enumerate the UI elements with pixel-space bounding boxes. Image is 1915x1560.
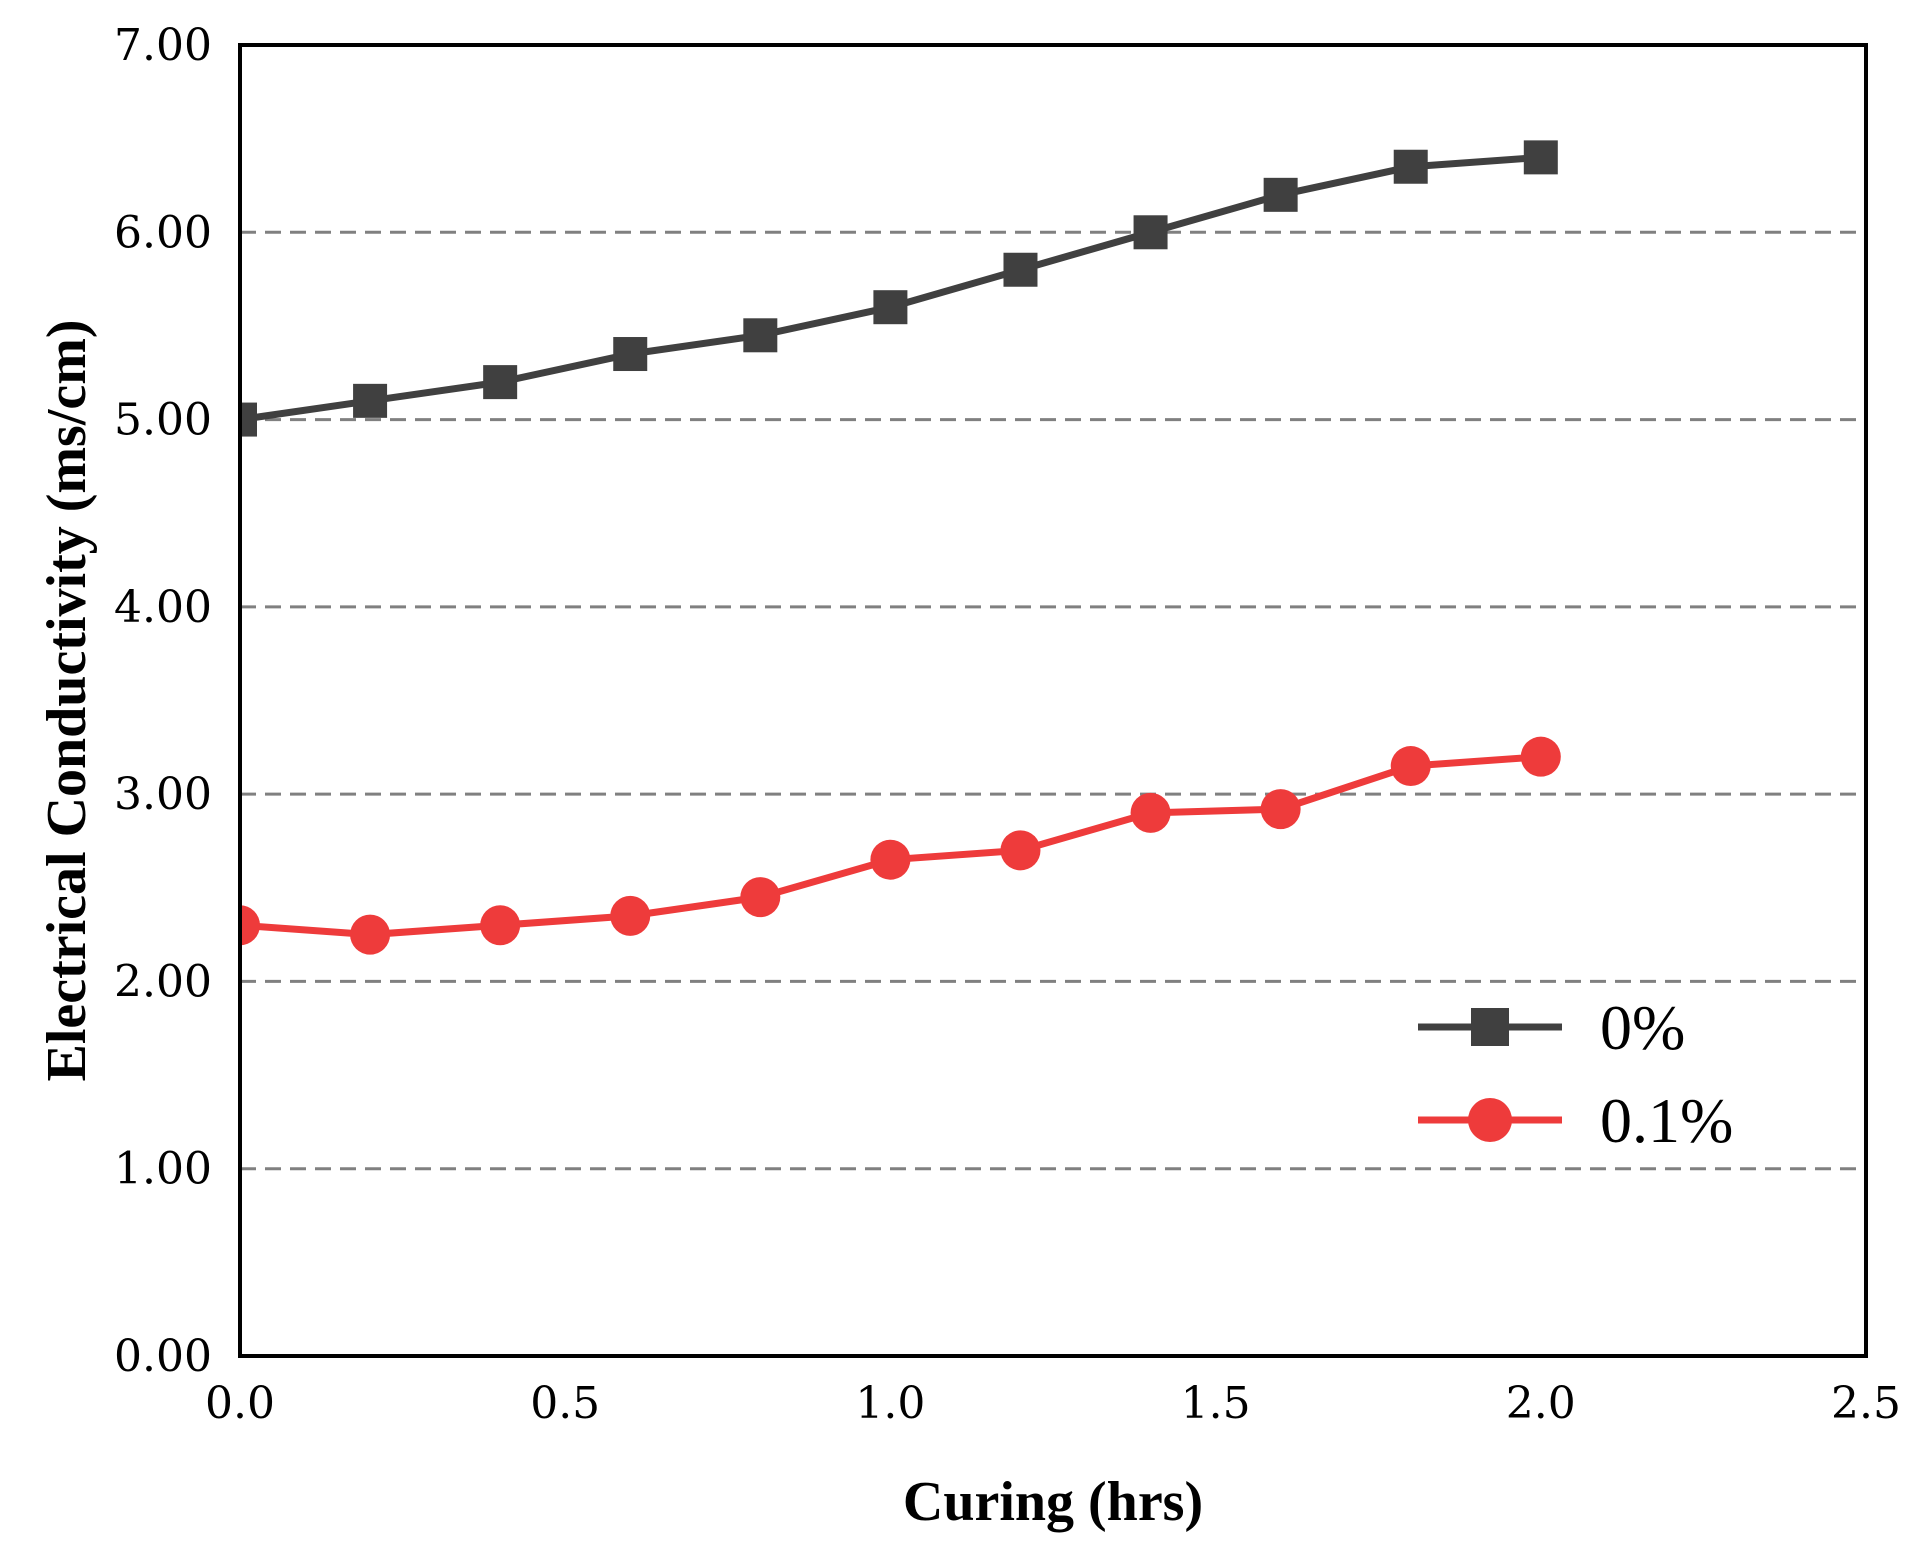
y-tick-label: 5.00 <box>114 395 212 446</box>
data-point <box>1000 830 1041 871</box>
plot-frame <box>238 43 1868 1358</box>
y-axis-ticks: 0.00 1.00 2.00 3.00 4.00 5.00 6.00 7.00 <box>114 20 212 1382</box>
legend-item: 0% <box>1418 992 1685 1063</box>
data-point <box>1393 149 1428 184</box>
x-tick-label: 1.0 <box>855 1378 925 1429</box>
data-point <box>480 905 521 946</box>
data-point <box>1263 177 1298 212</box>
series-1 <box>240 140 1558 437</box>
x-tick-label: 0.0 <box>205 1378 275 1429</box>
legend-label: 0% <box>1600 992 1685 1063</box>
data-point <box>353 383 388 418</box>
data-point <box>1133 215 1168 250</box>
legend: 0% 0.1% <box>1418 992 1733 1156</box>
x-tick-label: 1.5 <box>1181 1378 1251 1429</box>
x-tick-label: 0.5 <box>530 1378 600 1429</box>
legend-item: 0.1% <box>1418 1085 1733 1156</box>
data-point <box>240 905 260 946</box>
data-point <box>1390 746 1431 787</box>
y-tick-label: 4.00 <box>114 582 212 633</box>
data-point <box>873 290 908 325</box>
data-point <box>1520 736 1561 777</box>
data-point <box>870 839 911 880</box>
x-axis-title: Curing (hrs) <box>903 1471 1203 1533</box>
data-point <box>350 914 391 955</box>
data-point <box>1260 789 1301 830</box>
data-point <box>240 402 257 437</box>
x-axis-ticks: 0.0 0.5 1.0 1.5 2.0 2.5 <box>205 1378 1901 1429</box>
legend-square-marker <box>1471 1008 1509 1046</box>
gridlines <box>240 230 1866 1171</box>
data-point <box>743 318 778 353</box>
data-point <box>1523 140 1558 175</box>
y-tick-label: 2.00 <box>114 956 212 1007</box>
y-tick-label: 0.00 <box>114 1331 212 1382</box>
data-point <box>613 337 648 372</box>
series-group <box>240 140 1561 955</box>
y-tick-label: 3.00 <box>114 769 212 820</box>
y-tick-label: 7.00 <box>114 20 212 71</box>
legend-circle-marker <box>1468 1098 1512 1142</box>
data-point <box>483 365 518 400</box>
series-line <box>240 153 1542 424</box>
data-point <box>610 895 651 936</box>
legend-label: 0.1% <box>1600 1085 1733 1156</box>
data-point <box>1003 252 1038 287</box>
x-tick-label: 2.5 <box>1831 1378 1901 1429</box>
x-tick-label: 2.0 <box>1506 1378 1576 1429</box>
y-tick-label: 1.00 <box>114 1144 212 1195</box>
y-axis-title: Electrical Conductivity (ms/cm) <box>36 319 98 1081</box>
data-point <box>740 877 781 918</box>
series-2 <box>240 736 1561 955</box>
data-point <box>1130 792 1171 833</box>
y-tick-label: 6.00 <box>114 207 212 258</box>
